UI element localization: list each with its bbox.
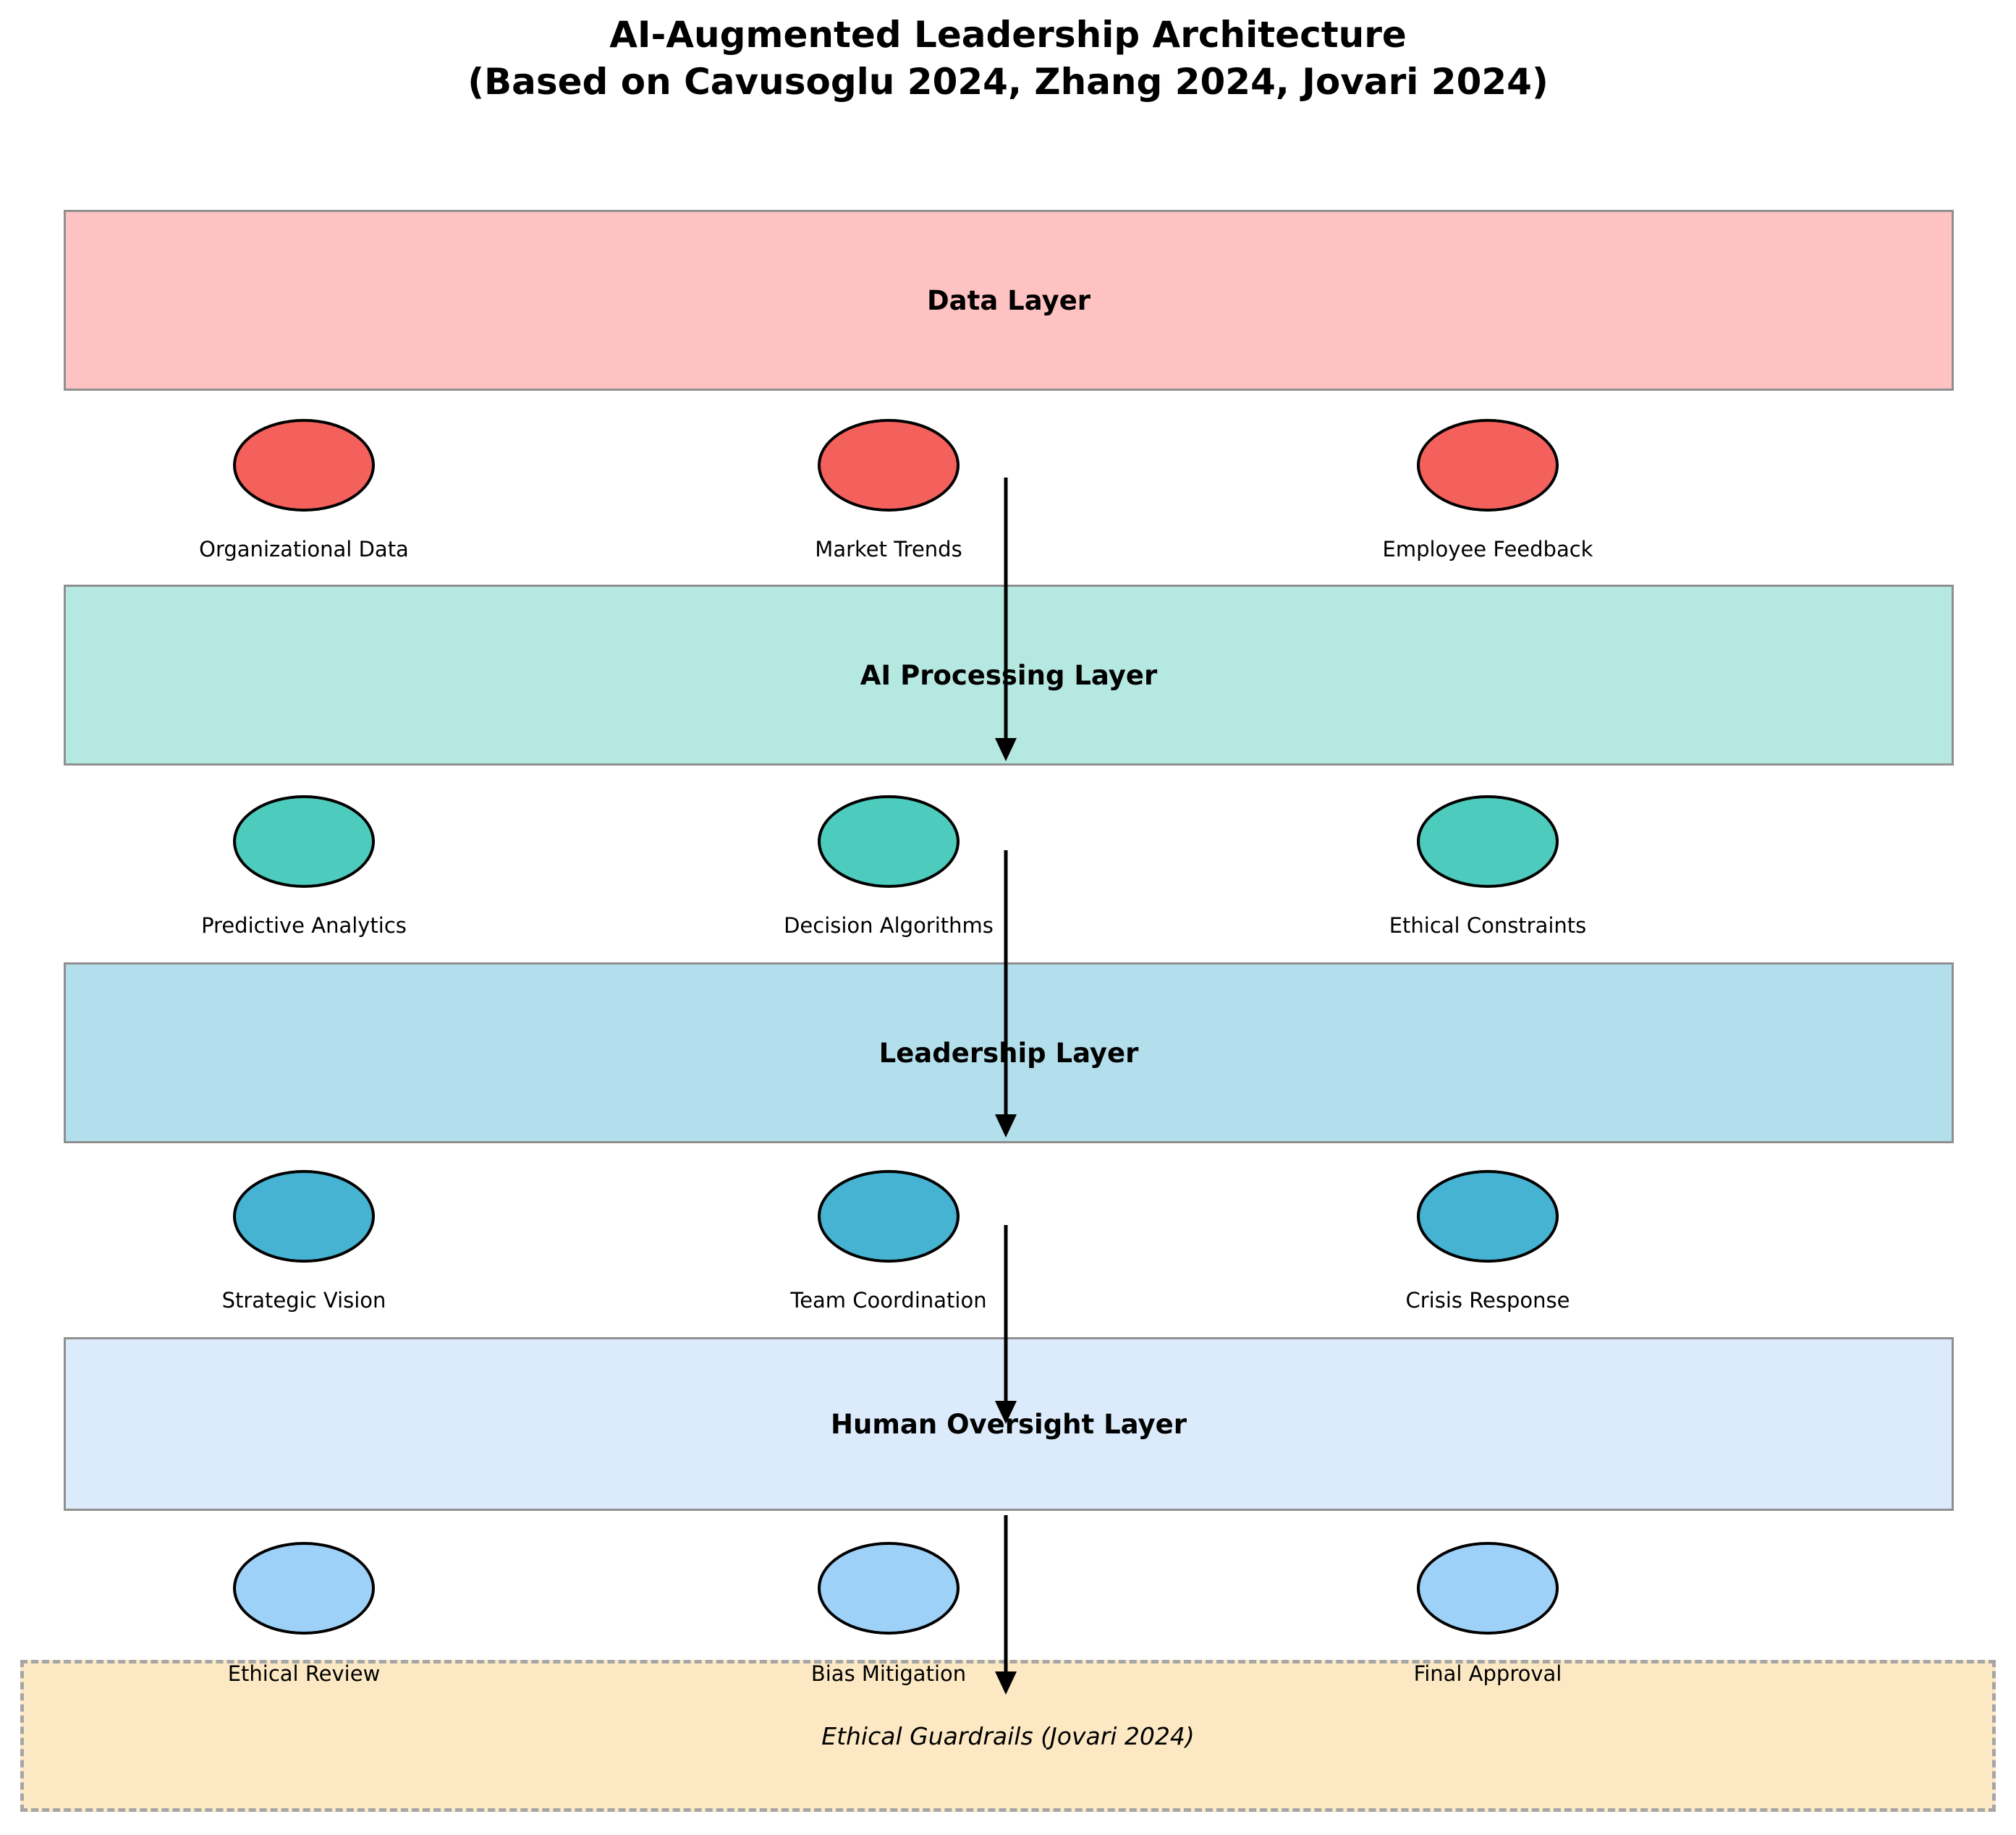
- flow-arrow-data-to-ai: [995, 478, 1017, 761]
- arrowhead-icon: [995, 1671, 1017, 1695]
- node-market-trends-label: Market Trends: [815, 537, 962, 561]
- node-employee-feedback-label: Employee Feedback: [1382, 537, 1593, 561]
- node-organizational-data-label: Organizational Data: [199, 537, 409, 561]
- flow-arrow-oversight-to-guardrails: [995, 1515, 1017, 1695]
- band-human-oversight-layer: Human Oversight Layer: [64, 1337, 1954, 1511]
- node-predictive-analytics-label: Predictive Analytics: [201, 913, 407, 938]
- node-team-coordination: [818, 1170, 960, 1263]
- band-ai-processing-layer-label: AI Processing Layer: [860, 659, 1158, 691]
- node-strategic-vision-label: Strategic Vision: [221, 1288, 386, 1313]
- title-line-1: AI-Augmented Leadership Architecture: [609, 14, 1407, 56]
- node-decision-algorithms-label: Decision Algorithms: [784, 913, 994, 938]
- node-crisis-response-label: Crisis Response: [1405, 1288, 1570, 1313]
- node-ethical-constraints-label: Ethical Constraints: [1389, 913, 1587, 938]
- node-team-coordination-label: Team Coordination: [790, 1288, 987, 1313]
- node-final-approval: [1417, 1542, 1559, 1635]
- node-decision-algorithms: [818, 795, 960, 888]
- node-ethical-review: [233, 1542, 375, 1635]
- node-final-approval-label: Final Approval: [1413, 1661, 1562, 1686]
- node-employee-feedback: [1417, 419, 1559, 512]
- flow-arrow-ai-to-leadership: [995, 850, 1017, 1137]
- node-bias-mitigation-label: Bias Mitigation: [810, 1661, 967, 1686]
- band-leadership-layer-label: Leadership Layer: [878, 1037, 1139, 1069]
- band-ai-processing-layer: AI Processing Layer: [64, 585, 1954, 766]
- arrowhead-icon: [995, 1401, 1017, 1424]
- band-data-layer-label: Data Layer: [926, 284, 1091, 316]
- node-ethical-constraints: [1417, 795, 1559, 888]
- node-predictive-analytics: [233, 795, 375, 888]
- ethical-guardrails-label: Ethical Guardrails (Jovari 2024): [821, 1721, 1195, 1750]
- title-line-2: (Based on Cavusoglu 2024, Zhang 2024, Jo…: [467, 61, 1549, 103]
- node-crisis-response: [1417, 1170, 1559, 1263]
- node-ethical-review-label: Ethical Review: [227, 1661, 381, 1686]
- arrowhead-icon: [995, 738, 1017, 761]
- node-bias-mitigation: [818, 1542, 960, 1635]
- arrowhead-icon: [995, 1114, 1017, 1137]
- node-organizational-data: [233, 419, 375, 512]
- band-data-layer: Data Layer: [64, 210, 1954, 391]
- node-strategic-vision: [233, 1170, 375, 1263]
- flow-arrow-leadership-to-oversight: [995, 1225, 1017, 1424]
- page-title: AI-Augmented Leadership Architecture (Ba…: [0, 12, 2016, 106]
- band-leadership-layer: Leadership Layer: [64, 962, 1954, 1143]
- node-market-trends: [818, 419, 960, 512]
